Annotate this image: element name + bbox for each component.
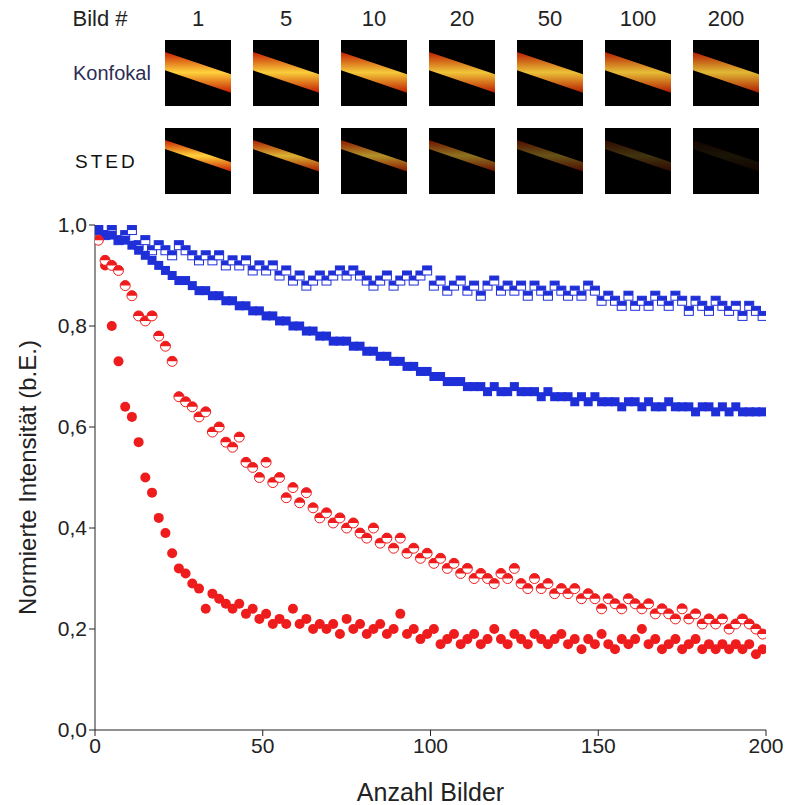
svg-text:Anzahl Bilder: Anzahl Bilder [357,778,504,805]
svg-text:50: 50 [538,6,562,31]
svg-text:200: 200 [708,6,745,31]
svg-text:Normierte Intensität (b.E.): Normierte Intensität (b.E.) [14,340,41,615]
svg-text:STED: STED [75,151,138,172]
svg-text:1: 1 [192,6,204,31]
svg-text:0,8: 0,8 [58,314,87,337]
svg-text:1,0: 1,0 [58,213,87,236]
svg-text:5: 5 [280,6,292,31]
svg-text:50: 50 [251,734,274,757]
svg-text:0: 0 [89,734,101,757]
svg-text:200: 200 [748,734,783,757]
svg-text:10: 10 [362,6,386,31]
svg-text:100: 100 [620,6,657,31]
svg-text:150: 150 [581,734,616,757]
svg-text:0,2: 0,2 [58,617,87,640]
svg-text:0,6: 0,6 [58,415,87,438]
svg-text:0,4: 0,4 [58,516,88,539]
svg-text:Bild #: Bild # [72,6,128,31]
svg-text:Konfokal: Konfokal [73,62,151,84]
svg-text:20: 20 [450,6,474,31]
svg-text:0,0: 0,0 [58,718,87,741]
svg-text:100: 100 [413,734,448,757]
